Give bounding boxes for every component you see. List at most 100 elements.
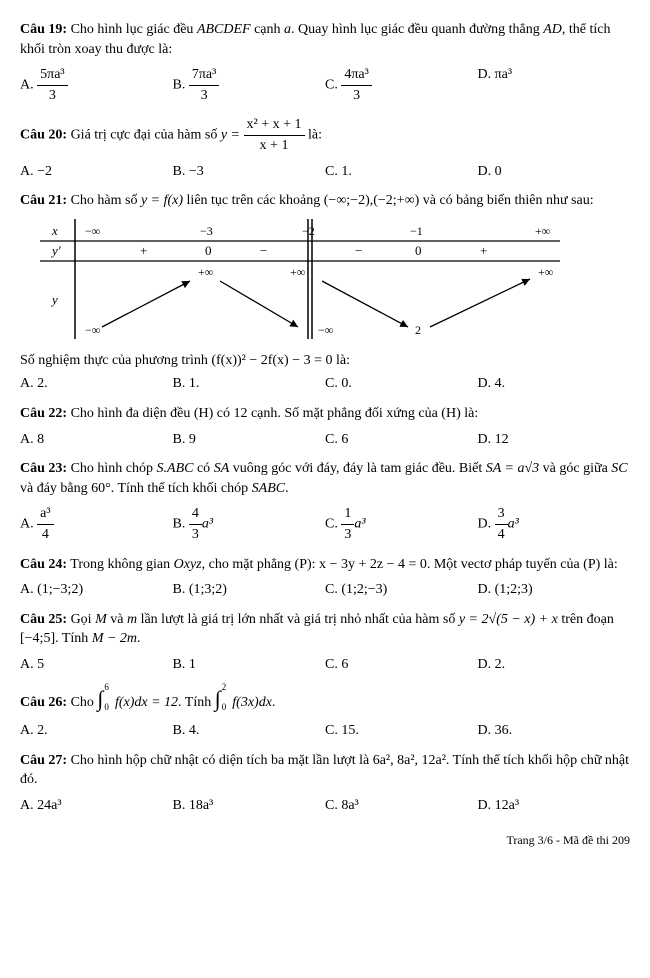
q19-fracC-d: 3: [341, 86, 371, 106]
int2-lo: 0: [222, 701, 227, 714]
q23-t5: và đáy bằng 60°. Tính thể tích khối chóp: [20, 481, 252, 496]
q25-expr: M − 2m: [92, 631, 137, 646]
q19-optB-label: B.: [173, 78, 189, 93]
q25-fn: y = 2√(5 − x) + x: [459, 612, 558, 627]
q24-options: A. (1;−3;2) B. (1;3;2) C. (1;2;−3) D. (1…: [20, 580, 630, 600]
q25-optA: A. 5: [20, 655, 173, 675]
q19-optC-label: C.: [325, 78, 341, 93]
q19-fracB-n: 7πa³: [189, 65, 219, 86]
q26-t3: .: [272, 695, 276, 710]
q20-frac-n: x² + x + 1: [244, 115, 305, 136]
q21-optC: C. 0.: [325, 374, 478, 394]
q23-sa: SA: [214, 461, 230, 476]
vt-s4: 0: [415, 243, 422, 258]
q25-m: m: [127, 612, 137, 627]
q19-optA-label: A.: [20, 78, 37, 93]
q23-fA-n: a³: [37, 504, 53, 525]
vt-yt2: +∞: [538, 265, 553, 279]
vt-x2: −2: [302, 224, 315, 238]
q22-label: Câu 22:: [20, 406, 67, 421]
question-25: Câu 25: Gọi M và m lần lượt là giá trị l…: [20, 610, 630, 649]
variation-table-svg: x y' y −∞ −3 −2 −1 +∞ + 0 − − 0 + +∞ +∞ …: [40, 219, 560, 339]
q25-t2: và: [107, 612, 127, 627]
q23-optC-l: C.: [325, 517, 341, 532]
q25-t1: Gọi: [67, 612, 95, 627]
q21-label: Câu 21:: [20, 193, 67, 208]
q22-optB: B. 9: [173, 430, 326, 450]
q21-optB: B. 1.: [173, 374, 326, 394]
vt-yb1: −∞: [318, 323, 333, 337]
q19-t2: cạnh: [251, 22, 284, 37]
q27-optD: D. 12a³: [478, 796, 631, 816]
q21-optA: A. 2.: [20, 374, 173, 394]
q19-fracC-n: 4πa³: [341, 65, 371, 86]
vt-y: y: [50, 292, 58, 307]
question-19: Câu 19: Cho hình lục giác đều ABCDEF cạn…: [20, 20, 630, 59]
vt-yb2: 2: [415, 323, 421, 337]
integral-1: ∫60: [97, 686, 103, 711]
q23-optD: D. 34a³: [478, 504, 631, 544]
vt-s5: +: [480, 243, 487, 258]
q19-t1: Cho hình lục giác đều: [67, 22, 197, 37]
q23-optB-l: B.: [173, 517, 189, 532]
q19-var: a: [284, 22, 291, 37]
q20-optD: D. 0: [478, 162, 631, 182]
q20-optA: A. −2: [20, 162, 173, 182]
q23-fD-n: 3: [495, 504, 508, 525]
q24-optD: D. (1;2;3): [478, 580, 631, 600]
q20-optB: B. −3: [173, 162, 326, 182]
q23-optA: A. a³4: [20, 504, 173, 544]
q22-optC: C. 6: [325, 430, 478, 450]
q23-fC-t: a³: [354, 517, 365, 532]
q23-t3: vuông góc với đáy, đáy là tam giác đều. …: [229, 461, 485, 476]
q24-t1: Trong không gian: [67, 557, 174, 572]
int2-hi: 2: [222, 681, 227, 694]
q19-optC: C. 4πa³3: [325, 65, 478, 105]
q27-optA: A. 24a³: [20, 796, 173, 816]
q26-label: Câu 26:: [20, 695, 67, 710]
q21-t2: liên tục trên các khoảng (−∞;−2),(−2;+∞)…: [183, 193, 594, 208]
q23-options: A. a³4 B. 43a³ C. 13a³ D. 34a³: [20, 504, 630, 544]
vt-x3: −1: [410, 224, 423, 238]
q23-t1: Cho hình chóp: [67, 461, 156, 476]
vt-x0: −∞: [85, 224, 100, 238]
q19-fracB-d: 3: [189, 86, 219, 106]
vt-x4: +∞: [535, 224, 550, 238]
q19-options: A. 5πa³3 B. 7πa³3 C. 4πa³3 D. πa³: [20, 65, 630, 105]
q20-options: A. −2 B. −3 C. 1. D. 0: [20, 162, 630, 182]
q25-t3: lần lượt là giá trị lớn nhất và giá trị …: [137, 612, 459, 627]
q24-optC: C. (1;2;−3): [325, 580, 478, 600]
q22-text: Cho hình đa diện đều (H) có 12 cạnh. Số …: [67, 406, 478, 421]
vt-x: x: [51, 223, 58, 238]
q21-fn: y = f(x): [141, 193, 183, 208]
q23-fC-d: 3: [341, 525, 354, 545]
q22-optD: D. 12: [478, 430, 631, 450]
integral-2: ∫20: [215, 686, 221, 711]
q20-t1: Giá trị cực đại của hàm số: [67, 128, 221, 143]
vt-s3: −: [355, 243, 362, 258]
q27-optB: B. 18a³: [173, 796, 326, 816]
q23-fA-d: 4: [37, 525, 53, 545]
int1-hi: 6: [104, 681, 109, 694]
q23-t6: .: [285, 481, 289, 496]
q20-label: Câu 20:: [20, 128, 67, 143]
q22-optA: A. 8: [20, 430, 173, 450]
vt-s2: −: [260, 243, 267, 258]
q19-poly: ABCDEF: [197, 22, 251, 37]
int1-lo: 0: [104, 701, 109, 714]
q19-fracA-d: 3: [37, 86, 67, 106]
q25-optD: D. 2.: [478, 655, 631, 675]
q26-t1: Cho: [67, 695, 97, 710]
question-22: Câu 22: Cho hình đa diện đều (H) có 12 c…: [20, 404, 630, 424]
q20-fn: y =: [221, 128, 244, 143]
q23-optB: B. 43a³: [173, 504, 326, 544]
vt-yb0: −∞: [85, 323, 100, 337]
q23-obj: S.ABC: [157, 461, 194, 476]
vt-yp: y': [50, 243, 61, 258]
q23-fB-d: 3: [189, 525, 202, 545]
q19-optA: A. 5πa³3: [20, 65, 173, 105]
q23-fD-d: 4: [495, 525, 508, 545]
q19-optD: D. πa³: [478, 65, 631, 105]
q23-optC: C. 13a³: [325, 504, 478, 544]
page-footer: Trang 3/6 - Mã đề thi 209: [20, 832, 630, 849]
